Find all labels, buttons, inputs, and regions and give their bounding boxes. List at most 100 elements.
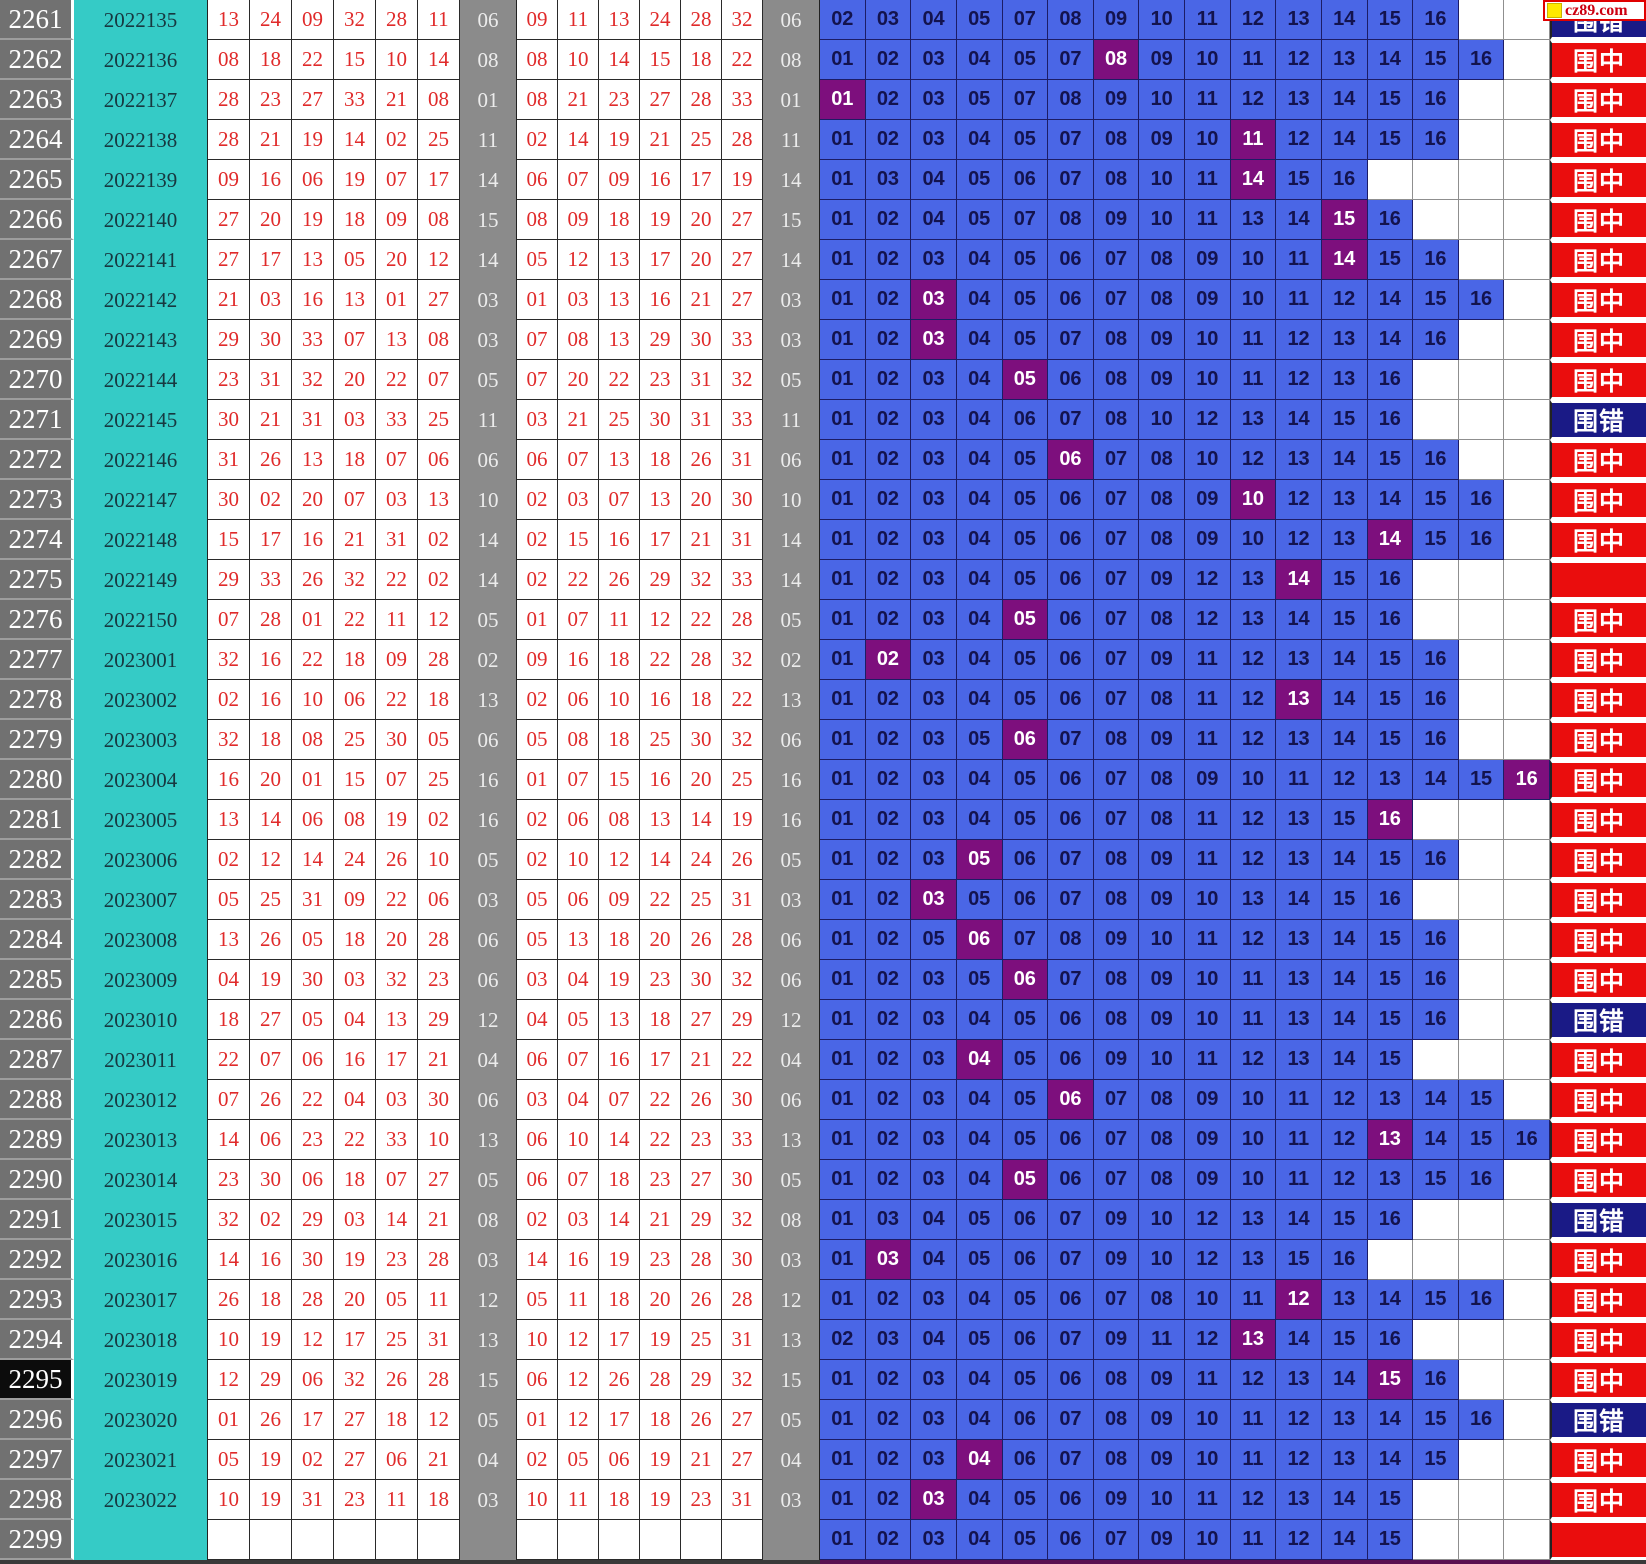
row-number[interactable]: 2277: [0, 640, 74, 680]
row-number[interactable]: 2280: [0, 760, 74, 800]
red-ball: 16: [292, 520, 334, 560]
row-number[interactable]: 2273: [0, 480, 74, 520]
row-number[interactable]: 2279: [0, 720, 74, 760]
sorted-red-ball: 28: [681, 640, 722, 680]
period-label: 2023010: [74, 1000, 208, 1040]
row-number[interactable]: 2289: [0, 1120, 74, 1160]
row-number[interactable]: 2297: [0, 1440, 74, 1480]
row-number[interactable]: 2282: [0, 840, 74, 880]
chart-row: 2282 2023006 02 12 14 24 26 10 05 02 10 12 14 24 26 05 0…: [0, 840, 1646, 880]
row-number[interactable]: 2261: [0, 0, 74, 40]
watermark-link[interactable]: cz89.com: [1543, 0, 1646, 21]
row-number[interactable]: 2266: [0, 200, 74, 240]
row-number[interactable]: 2292: [0, 1240, 74, 1280]
range-cell: 16: [1413, 0, 1459, 40]
row-number[interactable]: 2265: [0, 160, 74, 200]
blue-ball: 02: [460, 640, 517, 680]
row-number[interactable]: 2285: [0, 960, 74, 1000]
row-number[interactable]: 2298: [0, 1480, 74, 1520]
sorted-red-ball: 10: [517, 1320, 558, 1360]
chart-row: 2290 2023014 23 30 06 18 07 27 05 06 07 18 23 27 30 05 0…: [0, 1160, 1646, 1200]
range-cell: 15: [1367, 960, 1414, 1000]
row-number[interactable]: 2296: [0, 1400, 74, 1440]
red-ball: 13: [292, 440, 334, 480]
row-number[interactable]: 2268: [0, 280, 74, 320]
range-cell: 16: [1413, 840, 1459, 880]
status-cell: 围中: [1550, 1160, 1646, 1200]
row-number[interactable]: 2267: [0, 240, 74, 280]
range-cell: 01: [820, 280, 866, 320]
range-cell: 16: [1413, 920, 1459, 960]
range-cell: 15: [1367, 680, 1414, 720]
row-number[interactable]: 2295: [0, 1360, 74, 1400]
status-cell: 围错: [1550, 1400, 1646, 1440]
row-number[interactable]: 2287: [0, 1040, 74, 1080]
range-cell: 07: [1093, 560, 1140, 600]
range-cell: 01: [820, 640, 866, 680]
range-cell: 16: [1367, 1320, 1414, 1360]
sorted-red-ball: 08: [517, 40, 558, 80]
row-number[interactable]: 2278: [0, 680, 74, 720]
range-cell: 02: [865, 560, 912, 600]
row-number[interactable]: 2283: [0, 880, 74, 920]
red-ball: 07: [250, 1040, 292, 1080]
sorted-red-ball: 27: [722, 1400, 763, 1440]
red-ball: 12: [292, 1320, 334, 1360]
range-cell: 08: [1093, 1440, 1140, 1480]
row-number[interactable]: 2264: [0, 120, 74, 160]
row-number[interactable]: 2272: [0, 440, 74, 480]
row-number[interactable]: 2262: [0, 40, 74, 80]
red-ball: 19: [334, 160, 376, 200]
range-cell: 13: [1367, 1160, 1414, 1200]
row-number[interactable]: 2276: [0, 600, 74, 640]
empty-cell: [1504, 560, 1550, 600]
range-cell: 01: [820, 1480, 866, 1520]
row-number[interactable]: 2299: [0, 1520, 74, 1560]
red-ball: 22: [376, 560, 418, 600]
empty-cell: [1458, 0, 1505, 40]
row-number[interactable]: 2275: [0, 560, 74, 600]
range-cell: 06: [1002, 1240, 1049, 1280]
blue-ball-repeat: 05: [763, 840, 820, 880]
range-cell: 05: [956, 720, 1003, 760]
row-number[interactable]: 2269: [0, 320, 74, 360]
chart-row: 2285 2023009 04 19 30 03 32 23 06 03 04 19 23 30 32 06 0…: [0, 960, 1646, 1000]
range-cell: 08: [1093, 840, 1140, 880]
range-cell: 15: [1367, 1000, 1414, 1040]
red-ball: 10: [292, 680, 334, 720]
red-ball: [250, 1520, 292, 1560]
row-number[interactable]: 2290: [0, 1160, 74, 1200]
row-number[interactable]: 2263: [0, 80, 74, 120]
range-cell: 02: [865, 1160, 912, 1200]
range-cell: 08: [1093, 1400, 1140, 1440]
red-ball: 10: [208, 1320, 250, 1360]
blue-ball-repeat: 12: [763, 1280, 820, 1320]
row-number[interactable]: 2271: [0, 400, 74, 440]
row-number[interactable]: 2281: [0, 800, 74, 840]
range-cell: 02: [865, 80, 912, 120]
row-number[interactable]: 2291: [0, 1200, 74, 1240]
row-number[interactable]: 2294: [0, 1320, 74, 1360]
empty-cell: [1504, 400, 1550, 440]
red-ball: 30: [208, 480, 250, 520]
row-number[interactable]: 2284: [0, 920, 74, 960]
row-number[interactable]: 2274: [0, 520, 74, 560]
sorted-red-ball: 10: [517, 1480, 558, 1520]
range-cell: 03: [911, 560, 957, 600]
range-cell: 01: [820, 1440, 866, 1480]
range-cell: 08: [1048, 200, 1094, 240]
hit-cell: 06: [1048, 440, 1094, 480]
row-number[interactable]: 2270: [0, 360, 74, 400]
range-cell: 14: [1276, 880, 1322, 920]
period-label: 2023018: [74, 1320, 208, 1360]
row-number[interactable]: 2293: [0, 1280, 74, 1320]
red-ball: 28: [418, 640, 460, 680]
blue-ball-repeat: 12: [763, 1000, 820, 1040]
range-cell: 13: [1367, 1080, 1414, 1120]
blue-ball-repeat: 15: [763, 1360, 820, 1400]
row-number[interactable]: 2288: [0, 1080, 74, 1120]
row-number[interactable]: 2286: [0, 1000, 74, 1040]
range-cell: 02: [865, 1120, 912, 1160]
sorted-red-ball: 31: [722, 1480, 763, 1520]
